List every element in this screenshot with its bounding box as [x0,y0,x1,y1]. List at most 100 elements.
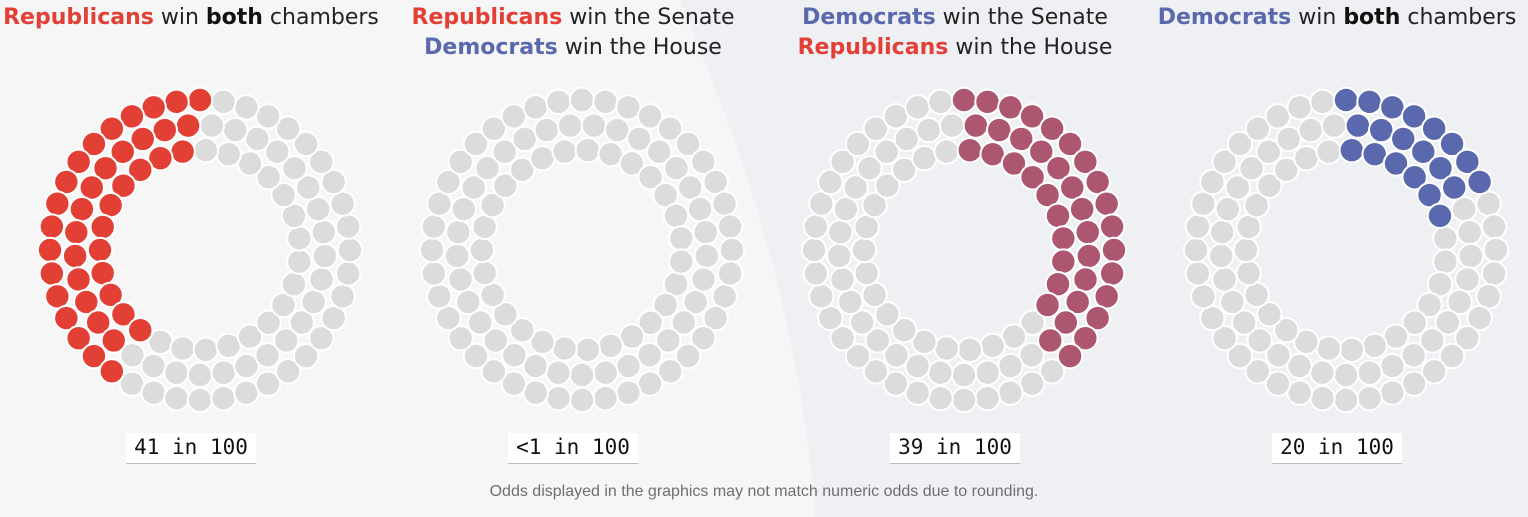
dot-empty [853,259,880,287]
dot-filled [97,281,124,309]
dot-empty [329,283,356,310]
dot-filled [86,236,114,264]
dot-empty [1361,332,1388,359]
dot-filled [950,86,978,114]
dot-empty [1400,341,1427,369]
dot-empty [615,352,642,380]
dot-empty [551,138,578,165]
dot-filled [163,88,190,116]
party-name: Republicans [797,35,949,60]
dot-empty [254,103,282,130]
dot-empty [893,125,920,153]
dot-filled [1382,150,1410,177]
dot-empty [1256,172,1283,199]
dot-empty [829,148,856,176]
dot-empty [545,359,572,386]
dot-filled [65,148,92,176]
dot-empty [1309,384,1336,412]
dot-empty [482,327,509,354]
dot-empty [551,335,578,362]
dot-filled [68,195,96,223]
dot-empty [1199,168,1226,196]
dot-empty [1273,317,1300,344]
dot-empty [300,288,327,316]
dot-filled [986,116,1013,144]
dot-filled [1052,309,1080,336]
dot-empty [874,172,901,199]
dot-empty [1400,370,1428,397]
dot-empty [1224,174,1251,201]
dot-empty [1293,144,1320,172]
dot-empty [1207,242,1235,270]
dot-empty [210,359,237,386]
dot-filled [92,154,119,182]
dot-empty [636,341,663,369]
dot-filled [1098,213,1126,240]
dot-empty [426,190,453,217]
dot-empty [509,156,536,183]
dot-empty [829,324,856,352]
dot-empty [686,195,714,223]
dot-filled [109,138,136,165]
dot-filled [1356,88,1383,116]
dot-filled [98,358,126,385]
dot-empty [500,370,528,397]
dot-empty [1320,112,1348,139]
dot-empty [850,236,878,264]
dot-empty [1419,327,1446,354]
dot-filled [1075,242,1103,270]
dot-empty [1356,384,1383,412]
dot-filled [1093,283,1120,310]
dot-empty [891,317,918,344]
dot-filled [169,138,196,165]
dot-filled [1338,136,1366,164]
dot-empty [1018,370,1046,397]
odds-label: 39 in 100 [890,433,1020,464]
dot-filled [127,156,154,183]
dot-empty [426,283,453,310]
dot-ring [1182,86,1510,414]
dot-empty [1273,156,1300,183]
dot-empty [308,324,335,352]
dot-filled [1427,154,1454,182]
dot-empty [636,103,664,130]
dot-empty [479,191,506,219]
dot-filled [1064,288,1091,316]
dot-empty [938,112,966,139]
dot-empty [480,358,508,385]
dot-empty [443,242,471,270]
dot-empty [1426,271,1454,298]
dot-empty [522,94,549,121]
dot-empty [529,328,556,356]
heading-line-2: Republicans win the House [764,33,1146,63]
dot-filled [956,136,984,164]
dot-empty [273,327,300,354]
dot-empty [474,154,501,182]
dot-empty [690,148,717,176]
dot-empty [492,172,519,199]
dot-empty [198,112,226,139]
dot-empty [802,260,830,287]
dot-empty [856,154,883,182]
dot-empty [568,86,596,114]
dot-empty [674,342,702,370]
dot-empty [280,202,308,230]
party-name: Republicans [411,5,563,30]
heading-text: win the House [557,35,722,60]
heading-line-2: Democrats win the House [382,33,764,63]
dot-empty [844,342,872,370]
dot-filled [1084,304,1111,332]
dot-empty [817,304,844,332]
dot-empty [1018,341,1045,369]
dot-filled [997,94,1024,121]
dot-empty [911,144,938,172]
dot-empty [716,260,744,287]
dot-empty [491,138,518,165]
dot-empty [1309,88,1336,116]
dot-empty [1211,324,1238,352]
dot-empty [274,115,302,142]
dot-empty [471,259,498,287]
panel-rep-both: Republicans win both chambers 41 in 100 [0,0,382,517]
dot-empty [334,260,362,287]
dot-empty [286,248,313,275]
